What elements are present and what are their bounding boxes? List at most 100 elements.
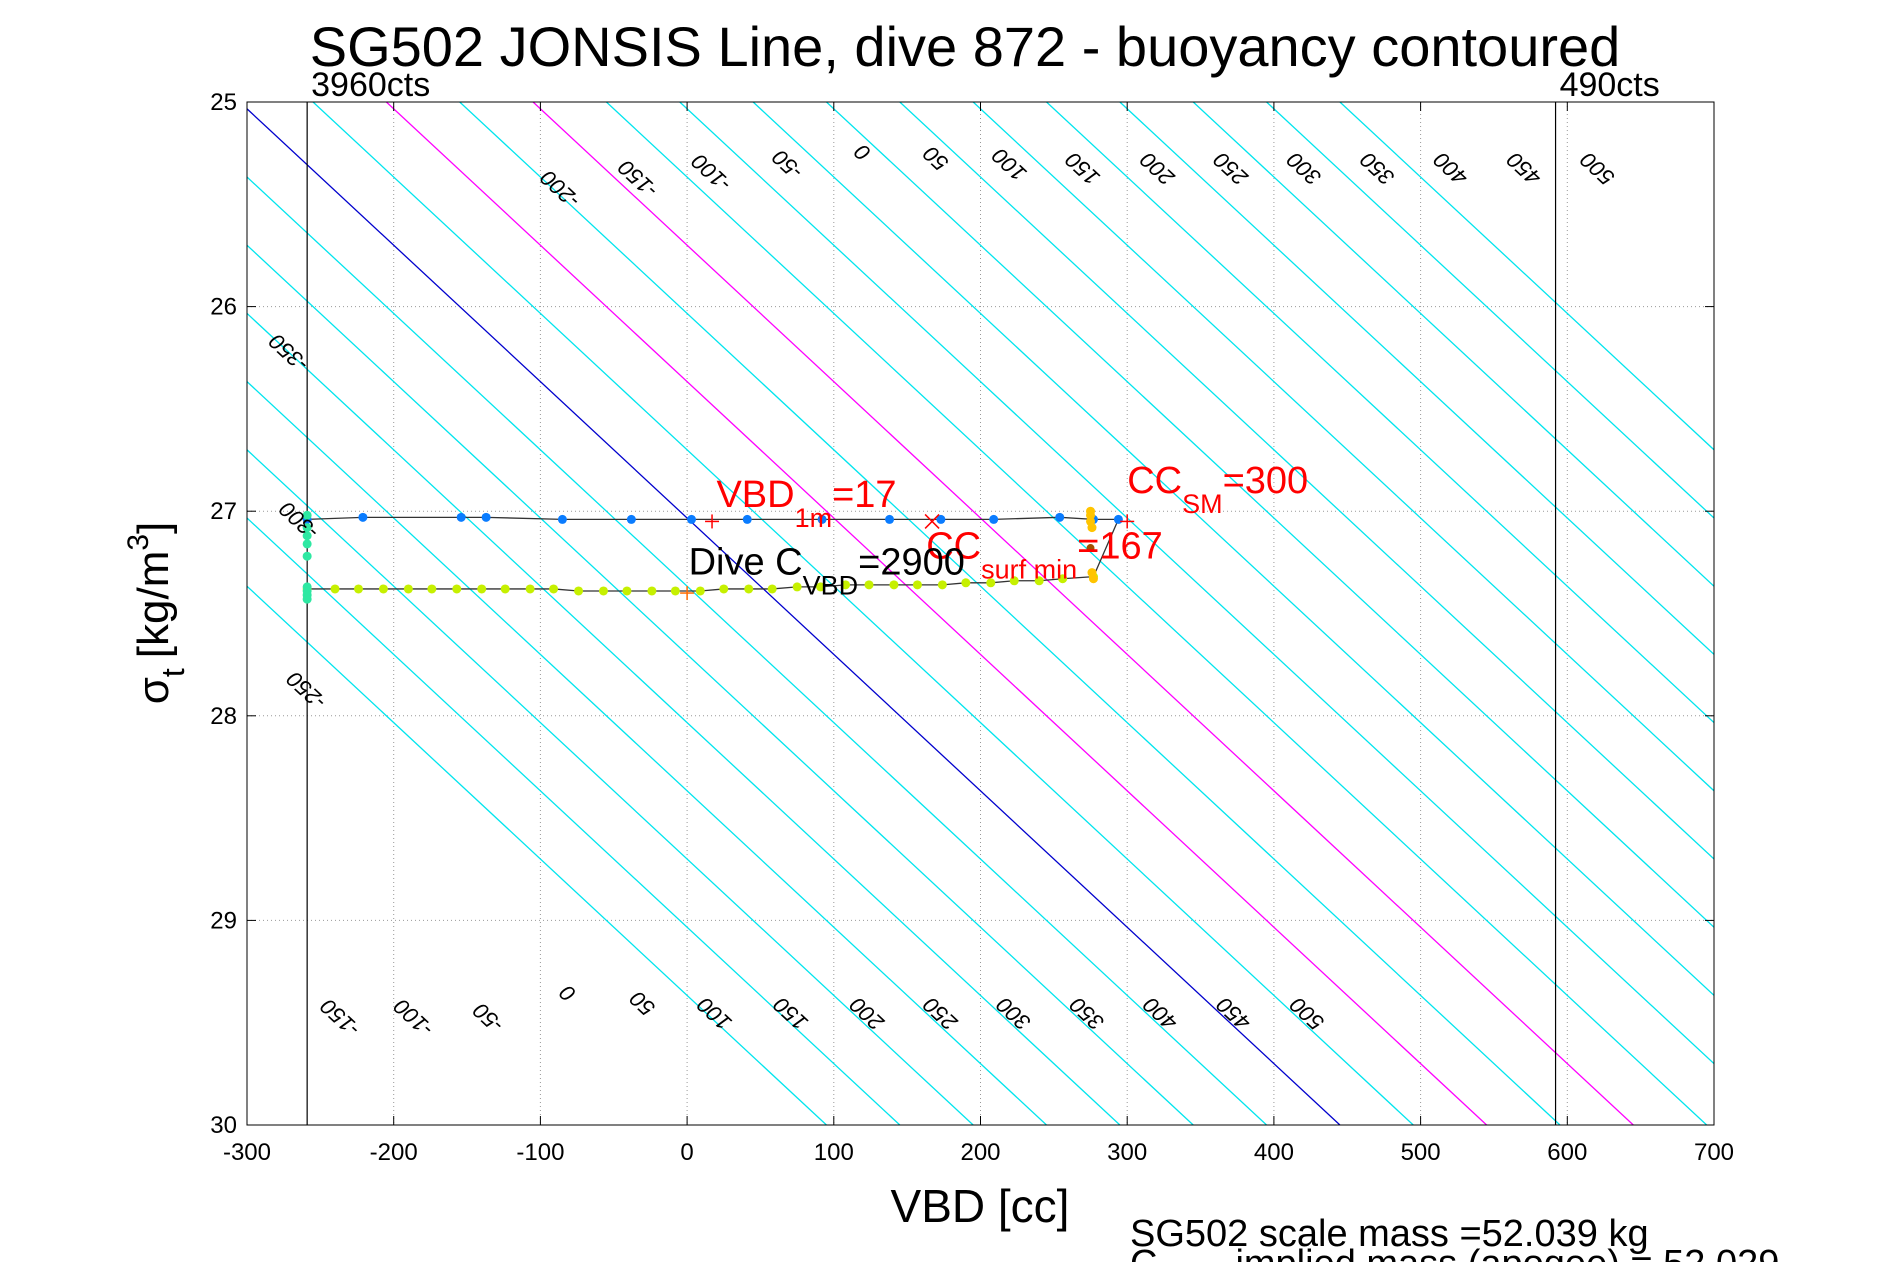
- data-point: [841, 580, 851, 590]
- data-point: [574, 586, 584, 596]
- contour-line: [1266, 102, 1714, 519]
- data-point: [744, 584, 754, 594]
- data-point: [767, 584, 777, 594]
- data-point: [647, 586, 657, 596]
- vbd-limit-label: 490cts: [1560, 66, 1660, 104]
- annotation-cc-surf-min: CCsurf min=167: [926, 525, 1163, 584]
- y-tick-label: 29: [210, 907, 237, 934]
- contour-line: [459, 102, 1561, 1125]
- contour-line: [247, 517, 901, 1125]
- annotation-value: =17: [832, 474, 896, 516]
- y-label-sup: 3: [122, 534, 155, 551]
- contour-line: [1119, 102, 1714, 656]
- data-point: [525, 584, 535, 594]
- data-point: [936, 514, 946, 524]
- data-point: [912, 580, 922, 590]
- data-point: [864, 580, 874, 590]
- marker-dot: [1086, 544, 1095, 553]
- data-point: [452, 584, 462, 594]
- svg-text:σt[kg/m3]: σt [kg/m3]: [122, 522, 191, 705]
- y-label-close: ]: [129, 522, 178, 534]
- x-tick-label: -100: [516, 1139, 564, 1166]
- x-tick-label: 300: [1107, 1139, 1147, 1166]
- y-label-sub: t: [155, 668, 191, 677]
- chart-title: SG502 JONSIS Line, dive 872 - buoyancy c…: [310, 15, 1621, 78]
- data-point: [549, 584, 559, 594]
- marker-stroke: [924, 513, 940, 529]
- data-point: [1055, 512, 1065, 522]
- annotation-main: CC: [926, 525, 981, 567]
- annotation-cc-sm: CCSM=300: [1127, 460, 1308, 519]
- y-axis-label: σt [kg/m3]: [122, 522, 191, 705]
- data-point: [816, 582, 826, 592]
- annotation-dive-cvbd: Dive CVBD=2900: [689, 542, 965, 601]
- data-point: [302, 539, 312, 549]
- y-label-unit: [kg/m: [129, 551, 178, 659]
- data-point: [598, 586, 608, 596]
- data-point: [670, 586, 680, 596]
- y-tick-label: 27: [210, 498, 237, 525]
- data-point: [695, 586, 705, 596]
- contour-line: [247, 107, 1341, 1125]
- cc-sm-marker: [1120, 514, 1135, 529]
- contour-line: [899, 102, 1714, 860]
- data-point: [792, 582, 802, 592]
- x-tick-label: -200: [370, 1139, 418, 1166]
- data-point: [986, 578, 996, 588]
- annotation-main: CC: [1127, 460, 1182, 502]
- data-point: [427, 584, 437, 594]
- dive-cvbd-marker: [680, 586, 695, 601]
- data-point: [557, 514, 567, 524]
- contour-line: [752, 102, 1714, 997]
- y-tick-label: 30: [210, 1112, 237, 1139]
- data-point: [1087, 523, 1097, 533]
- data-point: [1113, 514, 1123, 524]
- annotation-sub: surf min: [981, 554, 1077, 584]
- data-point: [687, 514, 697, 524]
- x-tick-label: 100: [814, 1139, 854, 1166]
- vbd-1m-marker: [705, 514, 720, 529]
- contour-line: [532, 102, 1634, 1125]
- y-tick-label: 25: [210, 89, 237, 116]
- data-point: [302, 523, 312, 533]
- x-tick-label: 500: [1401, 1139, 1441, 1166]
- data-point: [937, 580, 947, 590]
- surface-tan-marker: [1086, 544, 1095, 553]
- contour-line: [312, 102, 1414, 1125]
- data-point: [353, 584, 363, 594]
- data-point: [330, 584, 340, 594]
- y-tick-label: 28: [210, 703, 237, 730]
- contour-line: [826, 102, 1714, 929]
- x-tick-label: 600: [1547, 1139, 1587, 1166]
- contour-line: [1192, 102, 1714, 588]
- data-point: [403, 584, 413, 594]
- contour-line: [605, 102, 1708, 1125]
- annotation-sub: VBD: [803, 571, 859, 601]
- data-point: [302, 531, 312, 541]
- cc-surf-min-marker: [924, 513, 940, 529]
- annotation-sub: SM: [1182, 489, 1223, 519]
- y-tick-label: 26: [210, 294, 237, 321]
- contour-line: [247, 585, 827, 1125]
- annotation-value: =300: [1223, 460, 1309, 502]
- contour-line: [679, 102, 1714, 1065]
- x-tick-label: -300: [223, 1139, 271, 1166]
- data-point: [302, 551, 312, 561]
- footer-implied-mass: Cimplied mass (apogee) = 52.029: [1130, 1243, 1779, 1262]
- annotation-vbd-1m: VBD1m=17: [716, 474, 896, 533]
- data-point: [1034, 576, 1044, 586]
- footer-scale-mass: SG502 scale mass =52.039 kg: [1130, 1213, 1649, 1255]
- data-point: [477, 584, 487, 594]
- markers: [680, 513, 1135, 601]
- contour-line: [972, 102, 1714, 792]
- data-point: [1088, 574, 1098, 584]
- data-point: [989, 514, 999, 524]
- footer-implied-lead: C: [1130, 1243, 1157, 1262]
- x-axis-label: VBD [cc]: [891, 1180, 1070, 1232]
- contour-line: [1046, 102, 1714, 724]
- y-label-sigma: σ: [129, 677, 178, 704]
- data-point: [626, 514, 636, 524]
- data-point: [719, 584, 729, 594]
